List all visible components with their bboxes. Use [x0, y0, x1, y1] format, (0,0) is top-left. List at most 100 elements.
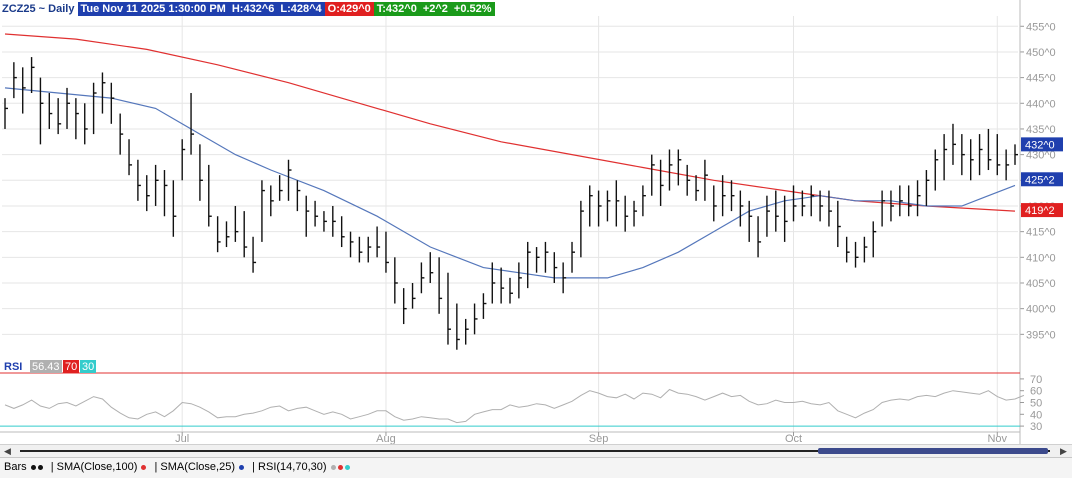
scroll-track[interactable] — [20, 450, 1050, 452]
ohlc-bar — [367, 236, 372, 263]
legend-rsi[interactable]: | RSI(14,70,30) — [252, 461, 350, 473]
rsi-upper-bg — [63, 360, 79, 373]
ohlc-bar — [597, 190, 602, 227]
ohlc-bar — [146, 175, 150, 212]
ohlc-bar — [730, 180, 735, 212]
ohlc-bar — [376, 226, 381, 258]
last-price-tag-bg — [1021, 137, 1063, 152]
ohlc-bars — [4, 57, 1018, 350]
high-readout: H:432^6 — [228, 2, 278, 16]
rsi-tick-label: 60 — [1030, 386, 1042, 398]
ohlc-bar — [978, 134, 983, 176]
time-scrollbar[interactable]: ◀ ▶ — [0, 444, 1072, 457]
ohlc-bar — [881, 190, 886, 227]
ohlc-bar — [305, 195, 310, 237]
rsi30-dot-icon — [344, 464, 350, 470]
ohlc-bar — [562, 262, 567, 294]
price-tick-label: 445^0 — [1026, 73, 1056, 85]
sma25-dot-icon — [239, 464, 245, 470]
ohlc-bar — [943, 134, 948, 181]
sma100-dot-icon — [141, 464, 147, 470]
ohlc-bar — [48, 93, 53, 129]
scroll-right-icon[interactable]: ▶ — [1060, 446, 1067, 456]
ohlc-bar — [75, 98, 79, 140]
legend-bars[interactable]: Bars — [4, 461, 44, 473]
ohlc-bar — [810, 185, 815, 217]
ohlc-bar — [713, 185, 717, 222]
ohlc-bar — [925, 170, 930, 206]
ohlc-bar — [589, 185, 593, 227]
sma25-price-tag: 425^2 — [1025, 174, 1055, 186]
legend-sma100[interactable]: | SMA(Close,100) — [51, 461, 148, 473]
price-chart[interactable]: 455^0450^0445^0440^0435^0430^0425^0420^0… — [0, 0, 1072, 444]
ohlc-bar — [473, 303, 478, 335]
rsi70-dot-icon — [337, 464, 343, 470]
ohlc-bar — [332, 205, 336, 237]
ohlc-bar — [952, 123, 956, 165]
change-readout: +2^2 — [419, 2, 451, 16]
ohlc-bar — [340, 216, 345, 248]
ohlc-bar — [553, 252, 558, 283]
sma100-price-tag-bg — [1021, 203, 1063, 218]
time-tick-label: Sep — [589, 433, 609, 444]
ohlc-bar — [84, 103, 88, 145]
ohlc-bar — [181, 139, 186, 181]
ohlc-bar — [987, 128, 992, 171]
price-tick-label: 410^0 — [1026, 252, 1056, 264]
ohlc-bar — [633, 200, 638, 227]
ohlc-bar — [890, 190, 894, 222]
open-readout: O:429^0 — [324, 2, 374, 16]
ohlc-bar — [624, 195, 629, 232]
ohlc-bar — [854, 241, 859, 268]
scroll-left-icon[interactable]: ◀ — [4, 446, 11, 456]
ohlc-bar — [349, 231, 354, 258]
ohlc-bar — [420, 262, 425, 294]
ohlc-bar — [642, 185, 646, 217]
ohlc-bar — [783, 195, 788, 242]
ohlc-bar — [970, 139, 974, 181]
ohlc-bar — [739, 190, 744, 227]
ohlc-bar — [580, 200, 584, 258]
ohlc-bar — [394, 257, 398, 304]
ohlc-bar — [199, 144, 203, 201]
ohlc-bar — [535, 247, 540, 273]
price-tick-label: 400^0 — [1026, 304, 1056, 316]
ohlc-bar — [775, 190, 779, 232]
time-tick-label: Aug — [376, 433, 396, 444]
ohlc-bar — [518, 262, 522, 299]
ohlc-bar — [651, 154, 655, 196]
datetime-readout: Tue Nov 11 2025 1:30:00 PM — [77, 2, 229, 16]
ohlc-bar — [66, 87, 71, 129]
ohlc-bar — [411, 282, 416, 309]
ohlc-bar — [677, 149, 682, 186]
rsi-tick-label: 30 — [1030, 421, 1042, 433]
ohlc-bar — [287, 159, 292, 201]
ohlc-bar — [801, 190, 806, 217]
bars-dot-icon — [37, 464, 43, 470]
ohlc-bar — [792, 185, 797, 222]
time-tick-label: Nov — [987, 433, 1007, 444]
rsi-value-bg — [30, 360, 62, 373]
scroll-thumb[interactable] — [818, 448, 1048, 454]
rsi-value: 56.43 — [32, 361, 60, 373]
price-tick-label: 405^0 — [1026, 278, 1056, 290]
time-tick-label: Jul — [175, 433, 189, 444]
bars-dot-icon — [30, 464, 36, 470]
ohlc-bar — [571, 241, 576, 273]
ohlc-bar — [465, 318, 469, 345]
ohlc-bar — [544, 241, 549, 273]
ohlc-bar — [13, 62, 17, 99]
legend-sma25[interactable]: | SMA(Close,25) — [155, 461, 246, 473]
ohlc-bar — [659, 159, 664, 206]
ohlc-bar — [225, 221, 230, 248]
ohlc-bar — [961, 134, 965, 176]
ohlc-bar — [456, 303, 460, 350]
ohlc-bar — [234, 205, 239, 242]
ohlc-bar — [358, 236, 363, 263]
ohlc-bar — [92, 82, 97, 135]
ohlc-bar — [216, 216, 221, 253]
ohlc-bar — [527, 241, 531, 289]
ohlc-bar — [934, 149, 939, 191]
ohlc-bar — [385, 231, 389, 273]
ohlc-bar — [30, 57, 35, 94]
